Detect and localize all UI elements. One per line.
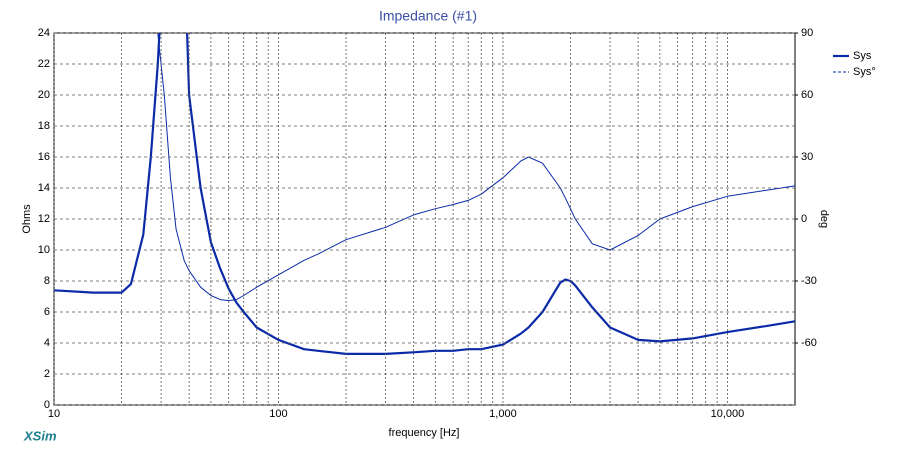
y-tick-label: 10 — [38, 244, 50, 256]
y2-tick-label: -30 — [801, 275, 817, 287]
y-tick-label: 24 — [38, 27, 50, 39]
y-tick-label: 6 — [44, 306, 50, 318]
y-axis-label: Ohms — [21, 204, 33, 234]
y-tick-label: 14 — [38, 182, 50, 194]
y2-axis-label: deg — [818, 210, 830, 228]
y-tick-label: 18 — [38, 120, 50, 132]
y-tick-label: 12 — [38, 213, 50, 225]
y2-tick-label: 0 — [801, 213, 807, 225]
y-tick-label: 8 — [44, 275, 50, 287]
x-tick-label: 1,000 — [489, 408, 517, 420]
y-tick-label: 4 — [44, 337, 50, 349]
chart-title: Impedance (#1) — [379, 8, 477, 24]
legend-label: Sys — [853, 50, 872, 62]
y-tick-label: 22 — [38, 58, 50, 70]
x-tick-label: 100 — [269, 408, 287, 420]
series-line — [157, 33, 795, 302]
plot-area — [53, 32, 796, 406]
y-tick-label: 2 — [44, 368, 50, 380]
y2-tick-label: 30 — [801, 151, 813, 163]
x-tick-label: 10 — [48, 408, 60, 420]
y2-tick-label: 60 — [801, 89, 813, 101]
y-tick-label: 20 — [38, 89, 50, 101]
y-tick-label: 0 — [44, 399, 50, 411]
y2-tick-label: 90 — [801, 27, 813, 39]
logo: XSim — [23, 428, 57, 443]
x-axis-label: frequency [Hz] — [389, 427, 460, 439]
legend-label: Sys° — [853, 66, 876, 78]
x-tick-label: 10,000 — [711, 408, 745, 420]
y2-tick-label: -60 — [801, 337, 817, 349]
y-tick-label: 16 — [38, 151, 50, 163]
